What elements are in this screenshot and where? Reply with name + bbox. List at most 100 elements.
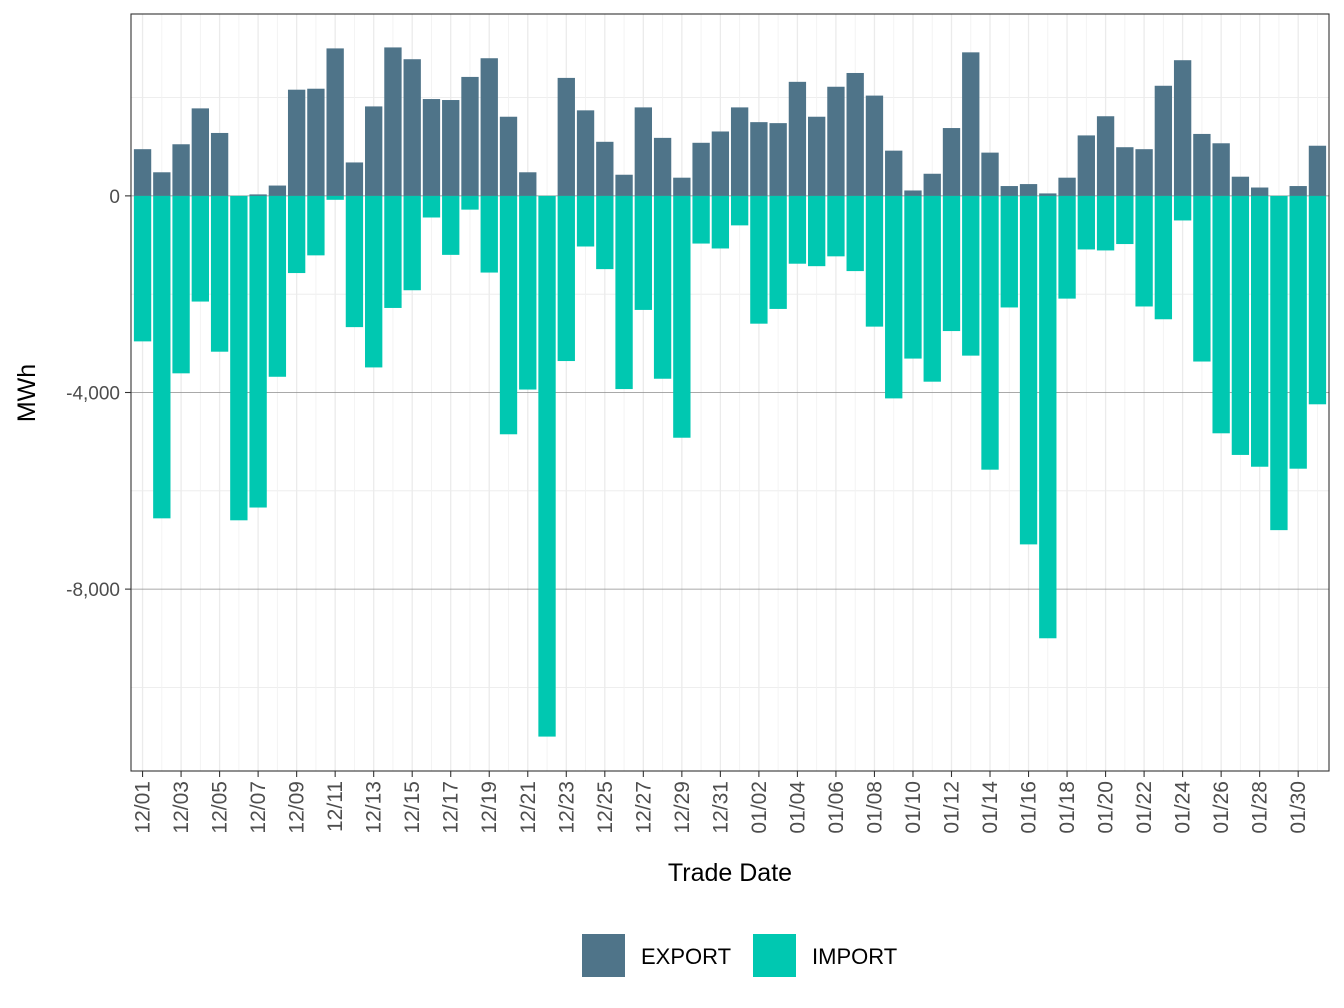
bar-export-01-28 bbox=[1250, 187, 1269, 196]
bar-import-01-30 bbox=[1289, 195, 1307, 469]
x-tick-label: 01/16 bbox=[1018, 781, 1041, 834]
bar-export-01-17 bbox=[1039, 193, 1057, 196]
bar-import-12-19 bbox=[480, 195, 498, 273]
y-tick-label: -8,000 bbox=[66, 580, 120, 601]
bar-import-12-09 bbox=[287, 195, 306, 274]
bar-import-12-15 bbox=[403, 195, 421, 291]
bar-import-01-06 bbox=[827, 195, 845, 257]
x-tick-label: 01/22 bbox=[1133, 781, 1156, 834]
bar-export-01-23 bbox=[1154, 85, 1173, 196]
bar-export-12-02 bbox=[153, 172, 171, 196]
bar-import-12-27 bbox=[634, 195, 652, 310]
import-bars bbox=[133, 195, 1327, 737]
bar-import-01-16 bbox=[1019, 195, 1038, 545]
bar-export-12-20 bbox=[499, 116, 518, 196]
x-tick-label: 01/08 bbox=[863, 781, 886, 834]
bar-import-12-29 bbox=[673, 195, 691, 438]
bar-import-01-04 bbox=[788, 195, 807, 264]
x-tick-label: 12/27 bbox=[632, 781, 655, 834]
x-tick-label: 12/03 bbox=[170, 781, 193, 834]
bar-export-12-26 bbox=[615, 174, 633, 196]
x-tick-label: 12/15 bbox=[401, 781, 424, 834]
bar-import-12-12 bbox=[345, 195, 364, 328]
x-tick-label: 12/19 bbox=[478, 781, 501, 834]
bar-export-01-06 bbox=[827, 86, 845, 196]
bar-import-12-22 bbox=[538, 195, 556, 737]
bar-import-12-08 bbox=[268, 195, 287, 377]
bar-import-01-17 bbox=[1039, 195, 1057, 639]
bar-export-12-09 bbox=[287, 89, 306, 196]
bar-import-01-19 bbox=[1077, 195, 1095, 250]
bar-import-12-20 bbox=[499, 195, 518, 435]
bar-export-01-24 bbox=[1173, 60, 1192, 196]
bar-export-01-22 bbox=[1135, 149, 1153, 196]
bar-export-01-11 bbox=[923, 173, 941, 196]
bar-import-12-18 bbox=[461, 195, 479, 210]
bar-import-12-11 bbox=[326, 195, 344, 200]
bar-import-12-21 bbox=[519, 195, 537, 390]
bar-import-12-14 bbox=[384, 195, 402, 308]
bar-import-01-24 bbox=[1173, 195, 1192, 221]
bar-import-12-04 bbox=[191, 195, 210, 302]
bar-export-12-21 bbox=[519, 172, 537, 196]
x-tick-label: 01/26 bbox=[1210, 781, 1233, 834]
bar-export-01-25 bbox=[1193, 133, 1211, 196]
bar-export-12-29 bbox=[673, 177, 691, 196]
x-tick-label: 12/25 bbox=[594, 781, 617, 834]
bar-import-01-07 bbox=[846, 195, 864, 272]
bar-export-12-18 bbox=[461, 76, 479, 196]
x-tick-label: 01/18 bbox=[1056, 781, 1079, 834]
bar-export-01-02 bbox=[750, 122, 768, 196]
bar-import-01-05 bbox=[808, 195, 826, 267]
bar-export-12-07 bbox=[249, 194, 267, 196]
x-tick-label: 12/21 bbox=[517, 781, 540, 834]
bar-export-12-14 bbox=[384, 47, 402, 196]
bar-import-01-10 bbox=[904, 195, 922, 359]
y-axis: 0 -4,000 -8,000 bbox=[66, 187, 131, 601]
bar-import-12-06 bbox=[230, 195, 248, 521]
bar-export-12-01 bbox=[133, 149, 152, 196]
bar-export-12-04 bbox=[191, 108, 210, 196]
bar-import-01-31 bbox=[1308, 195, 1327, 405]
bar-export-12-23 bbox=[557, 77, 575, 196]
bar-export-12-03 bbox=[172, 144, 190, 196]
bar-import-01-02 bbox=[750, 195, 768, 324]
bar-export-01-07 bbox=[846, 72, 864, 196]
bar-export-01-12 bbox=[942, 128, 961, 196]
bar-export-01-19 bbox=[1077, 135, 1095, 196]
bar-export-12-15 bbox=[403, 59, 421, 196]
bar-export-01-14 bbox=[981, 152, 999, 196]
x-tick-label: 12/29 bbox=[671, 781, 694, 834]
legend-label-export: EXPORT bbox=[641, 944, 731, 969]
bar-import-12-28 bbox=[653, 195, 672, 379]
export-bars bbox=[133, 47, 1327, 196]
bar-import-01-13 bbox=[962, 195, 980, 356]
bar-import-12-02 bbox=[153, 195, 171, 519]
bar-import-12-23 bbox=[557, 195, 575, 362]
x-tick-label: 12/11 bbox=[324, 781, 347, 832]
bar-export-01-21 bbox=[1116, 147, 1134, 196]
bar-export-12-19 bbox=[480, 58, 498, 196]
y-tick-label: 0 bbox=[109, 187, 120, 208]
bar-import-01-25 bbox=[1193, 195, 1211, 362]
bar-export-01-20 bbox=[1096, 116, 1115, 196]
bar-export-01-09 bbox=[885, 150, 903, 196]
bar-export-12-25 bbox=[596, 141, 614, 196]
bar-export-12-13 bbox=[365, 106, 383, 196]
bar-export-01-18 bbox=[1058, 177, 1076, 196]
x-tick-label: 01/24 bbox=[1172, 781, 1195, 834]
bar-import-01-15 bbox=[1000, 195, 1018, 308]
bar-import-12-07 bbox=[249, 195, 267, 508]
bar-export-12-08 bbox=[268, 185, 287, 196]
bar-import-01-12 bbox=[942, 195, 961, 332]
x-tick-label: 01/30 bbox=[1287, 781, 1310, 834]
bar-import-01-14 bbox=[981, 195, 999, 470]
bar-import-12-16 bbox=[422, 195, 441, 218]
bar-export-12-31 bbox=[711, 131, 730, 196]
bar-import-12-24 bbox=[576, 195, 595, 247]
bar-import-01-29 bbox=[1270, 195, 1288, 531]
bar-import-01-26 bbox=[1212, 195, 1230, 434]
bar-import-01-08 bbox=[865, 195, 884, 327]
